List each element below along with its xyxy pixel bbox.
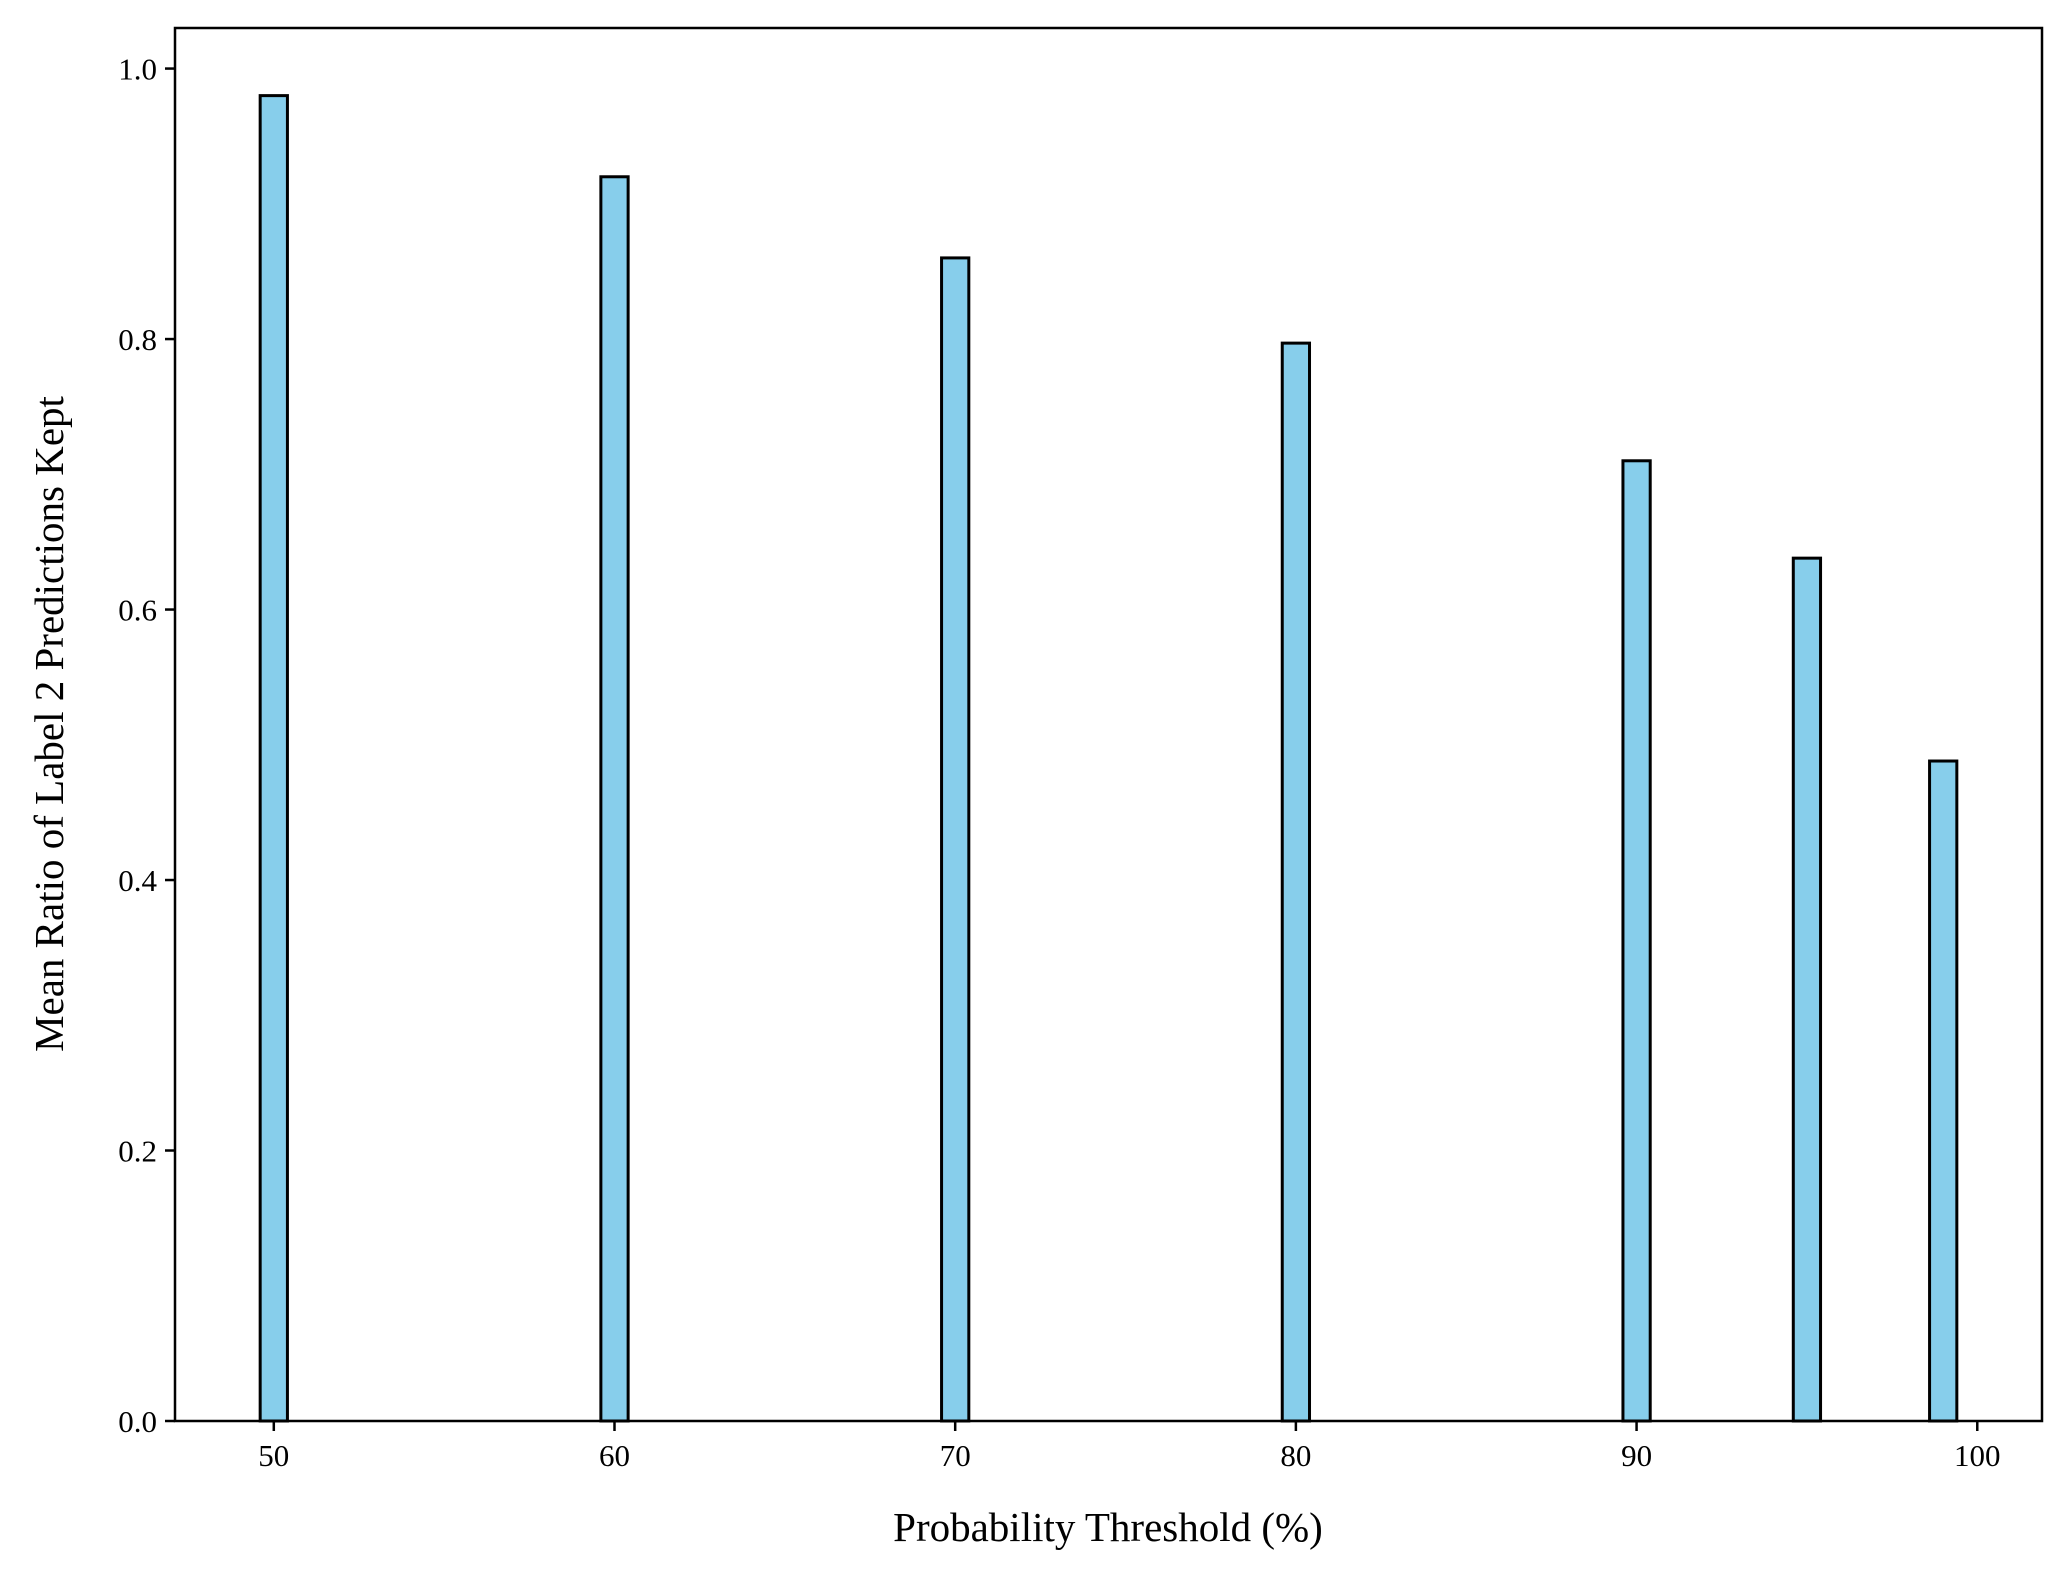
bar-80: [1280, 341, 1312, 1423]
y-axis-label: Mean Ratio of Label 2 Predictions Kept: [26, 395, 72, 1051]
y-tick-label: 0.0: [118, 1404, 157, 1439]
x-tick-label: 90: [1621, 1438, 1652, 1473]
x-axis-label: Probability Threshold (%): [893, 1504, 1323, 1550]
x-tick-label: 100: [1954, 1438, 2001, 1473]
bar-95: [1791, 556, 1823, 1423]
bar-99: [1928, 759, 1959, 1423]
x-tick-label: 50: [258, 1438, 289, 1473]
x-tick-label: 80: [1280, 1438, 1311, 1473]
y-axis-ticks: 0.0 0.2 0.4 0.6 0.8 1.0: [118, 52, 175, 1439]
bar-60: [599, 175, 630, 1423]
bars-layer: [258, 94, 1959, 1423]
bar-50: [258, 94, 289, 1423]
x-tick-label: 60: [599, 1438, 630, 1473]
y-tick-label: 0.2: [118, 1134, 157, 1169]
bar-70: [940, 256, 971, 1423]
x-axis-ticks: 50 60 70 80 90 100: [258, 1421, 2001, 1473]
y-tick-label: 0.6: [118, 593, 157, 628]
y-tick-label: 0.4: [118, 863, 157, 898]
bar-90: [1621, 459, 1652, 1423]
y-tick-label: 1.0: [118, 52, 157, 87]
x-tick-label: 70: [940, 1438, 971, 1473]
plot-area-frame: [173, 26, 2044, 1423]
y-tick-label: 0.8: [118, 322, 157, 357]
